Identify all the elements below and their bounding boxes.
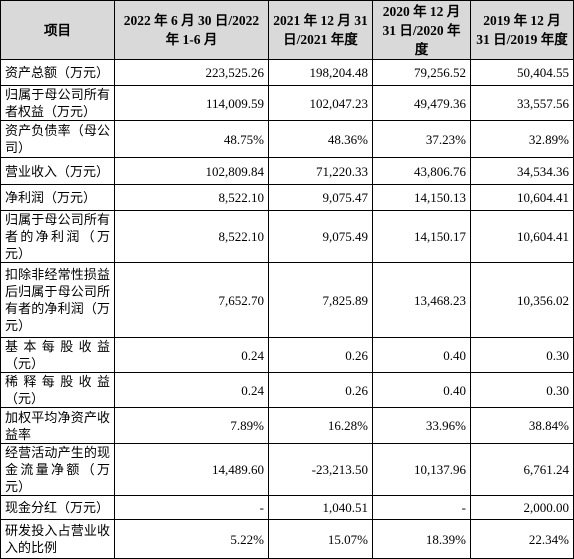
label-cell: 归属于母公司所有者权益（万元） (0, 85, 115, 121)
label-cell: 营业收入（万元） (0, 157, 115, 185)
label-cell: 资产负债率（母公司） (0, 120, 115, 158)
header-cell: 2022 年 6 月 30 日/2022 年 1-6 月 (114, 0, 269, 60)
value-cell: 114,009.59 (114, 85, 269, 121)
value-cell: 34,534.36 (470, 157, 574, 185)
value-cell: 15.07% (268, 519, 373, 559)
table-row: 研发投入占营业收入的比例 5.22% 15.07% 18.39% 22.34% (0, 519, 574, 559)
value-cell: 33,557.56 (470, 85, 574, 121)
value-cell: 5.22% (114, 519, 269, 559)
value-cell: 33.96% (372, 407, 471, 444)
table-row: 扣除非经常性损益后归属于母公司所有者的净利润（万元） 7,652.70 7,825.… (0, 262, 574, 338)
value-cell: 0.24 (114, 372, 269, 408)
value-cell: 0.26 (268, 337, 373, 373)
table-row: 净利润（万元） 8,522.10 9,075.47 14,150.13 10,604.4… (0, 184, 574, 211)
value-cell: 0.40 (372, 337, 471, 373)
value-cell: 79,256.52 (372, 59, 471, 86)
value-cell: 32.89% (470, 120, 574, 158)
label-cell: 归属于母公司所有者的净利润（万元） (0, 210, 115, 263)
value-cell: 0.40 (372, 372, 471, 408)
table-row: 基本每股收益（元） 0.24 0.26 0.40 0.30 (0, 337, 574, 373)
table-row: 资产负债率（母公司） 48.75% 48.36% 37.23% 32.89% (0, 120, 574, 158)
value-cell: 10,356.02 (470, 262, 574, 338)
value-cell: 0.30 (470, 372, 574, 408)
table-row: 加权平均净资产收益率 7.89% 16.28% 33.96% 38.84% (0, 407, 574, 444)
value-cell: 0.30 (470, 337, 574, 373)
value-cell: 18.39% (372, 519, 471, 559)
header-cell: 项目 (0, 0, 115, 60)
value-cell: 48.36% (268, 120, 373, 158)
value-cell: 49,479.36 (372, 85, 471, 121)
value-cell: 0.26 (268, 372, 373, 408)
value-cell: 6,761.24 (470, 443, 574, 496)
table-row: 稀释每股收益（元） 0.24 0.26 0.40 0.30 (0, 372, 574, 408)
header-cell: 2021 年 12 月 31 日/2021 年度 (268, 0, 373, 60)
label-cell: 基本每股收益（元） (0, 337, 115, 373)
label-cell: 研发投入占营业收入的比例 (0, 519, 115, 559)
value-cell: 7.89% (114, 407, 269, 444)
label-cell: 加权平均净资产收益率 (0, 407, 115, 444)
value-cell: 198,204.48 (268, 59, 373, 86)
label-cell: 稀释每股收益（元） (0, 372, 115, 408)
header-cell: 2020 年 12 月 31 日/2020 年度 (372, 0, 471, 60)
value-cell: 71,220.33 (268, 157, 373, 185)
label-cell: 净利润（万元） (0, 184, 115, 211)
table-row: 资产总额（万元） 223,525.26 198,204.48 79,256.52 50,… (0, 59, 574, 86)
value-cell: 10,604.41 (470, 210, 574, 263)
table-row: 归属于母公司所有者权益（万元） 114,009.59 102,047.23 49,47… (0, 85, 574, 121)
value-cell: 13,468.23 (372, 262, 471, 338)
value-cell: 14,150.17 (372, 210, 471, 263)
value-cell: 22.34% (470, 519, 574, 559)
value-cell: 38.84% (470, 407, 574, 444)
table-row: 经营活动产生的现金流量净额（万元） 14,489.60 -23,213.50 10,1… (0, 443, 574, 496)
value-cell: 223,525.26 (114, 59, 269, 86)
value-cell: 16.28% (268, 407, 373, 444)
value-cell: 102,047.23 (268, 85, 373, 121)
value-cell: - (114, 495, 269, 520)
value-cell: 14,150.13 (372, 184, 471, 211)
value-cell: 10,604.41 (470, 184, 574, 211)
value-cell: 48.75% (114, 120, 269, 158)
value-cell: -23,213.50 (268, 443, 373, 496)
value-cell: 7,652.70 (114, 262, 269, 338)
value-cell: 8,522.10 (114, 210, 269, 263)
value-cell: 2,000.00 (470, 495, 574, 520)
value-cell: - (372, 495, 471, 520)
value-cell: 8,522.10 (114, 184, 269, 211)
table-row: 归属于母公司所有者的净利润（万元） 8,522.10 9,075.49 14,150.… (0, 210, 574, 263)
value-cell: 50,404.55 (470, 59, 574, 86)
table-row: 现金分红（万元） -1,040.51-2,000.00 (0, 495, 574, 520)
value-cell: 1,040.51 (268, 495, 373, 520)
header-row: 项目 2022 年 6 月 30 日/2022 年 1-6 月 2021 年 12 … (0, 0, 574, 60)
value-cell: 43,806.76 (372, 157, 471, 185)
value-cell: 14,489.60 (114, 443, 269, 496)
value-cell: 37.23% (372, 120, 471, 158)
label-cell: 经营活动产生的现金流量净额（万元） (0, 443, 115, 496)
header-cell: 2019 年 12 月 31 日/2019 年度 (470, 0, 574, 60)
value-cell: 10,137.96 (372, 443, 471, 496)
label-cell: 现金分红（万元） (0, 495, 115, 520)
value-cell: 0.24 (114, 337, 269, 373)
value-cell: 7,825.89 (268, 262, 373, 338)
value-cell: 9,075.49 (268, 210, 373, 263)
value-cell: 102,809.84 (114, 157, 269, 185)
table-row: 营业收入（万元） 102,809.84 71,220.33 43,806.76 34,5… (0, 157, 574, 185)
label-cell: 扣除非经常性损益后归属于母公司所有者的净利润（万元） (0, 262, 115, 338)
label-cell: 资产总额（万元） (0, 59, 115, 86)
value-cell: 9,075.47 (268, 184, 373, 211)
